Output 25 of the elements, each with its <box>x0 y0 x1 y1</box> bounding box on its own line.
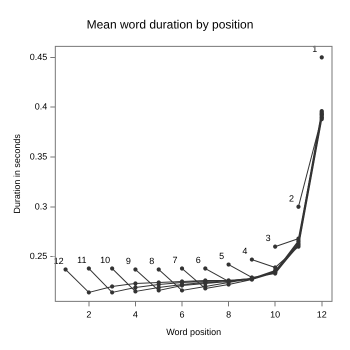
x-tick-label: 2 <box>86 309 92 320</box>
y-tick-label: 0.4 <box>34 102 48 112</box>
series-label: 9 <box>126 256 131 266</box>
x-tick-label: 8 <box>226 309 232 320</box>
y-tick-label: 0.45 <box>30 52 48 62</box>
x-axis-title: Word position <box>166 327 222 338</box>
y-tick-label: 0.25 <box>30 251 48 262</box>
x-tick-label: 12 <box>316 309 327 320</box>
series-label: 3 <box>266 233 271 244</box>
series-label: 5 <box>219 251 224 262</box>
series-label: 2 <box>288 193 294 204</box>
series-label: 10 <box>100 255 110 266</box>
chart-title: Mean word duration by position <box>86 18 254 32</box>
series-label: 6 <box>196 255 201 266</box>
series-label: 12 <box>54 256 64 266</box>
x-tick-label: 6 <box>180 309 185 320</box>
series-label: 11 <box>77 255 87 266</box>
x-tick-label: 4 <box>132 309 138 320</box>
y-axis-title: Duration in seconds <box>12 134 22 214</box>
series-label: 4 <box>242 246 248 256</box>
y-tick-label: 0.3 <box>34 201 48 212</box>
series-label: 7 <box>172 255 178 266</box>
series-label: 8 <box>149 256 154 266</box>
x-tick-label: 10 <box>270 309 280 320</box>
y-tick-label: 0.35 <box>30 151 48 162</box>
